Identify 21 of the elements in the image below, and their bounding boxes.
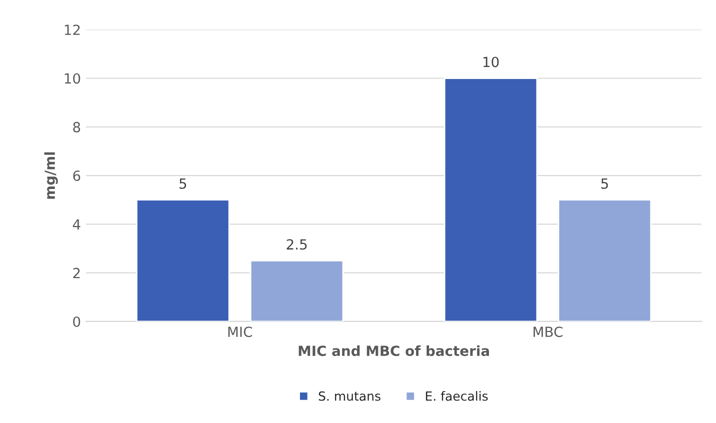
- x-axis-title: MIC and MBC of bacteria: [298, 345, 489, 356]
- legend-label: S. mutans: [318, 391, 380, 401]
- bar: [444, 78, 538, 322]
- y-tick-label: 2: [73, 268, 80, 278]
- y-tick-label: 6: [73, 170, 80, 182]
- data-label: 10: [483, 56, 499, 68]
- x-tick-label: MIC: [228, 326, 252, 338]
- legend-label: E. faecalis: [426, 391, 488, 401]
- y-tick-label: 4: [72, 219, 80, 230]
- bar: [558, 199, 652, 322]
- y-tick-label: 10: [64, 73, 80, 84]
- bar: [136, 199, 230, 322]
- x-tick-label: MBC: [534, 326, 562, 338]
- y-axis-title: mg/ml: [44, 152, 58, 199]
- y-tick-label: 0: [73, 316, 80, 327]
- y-tick-label: 12: [64, 24, 80, 35]
- data-label: 5: [601, 178, 608, 189]
- y-tick-label: 8: [73, 122, 80, 132]
- data-label: 5: [180, 178, 186, 189]
- bar: [250, 260, 344, 322]
- data-label: 2.5: [286, 239, 307, 250]
